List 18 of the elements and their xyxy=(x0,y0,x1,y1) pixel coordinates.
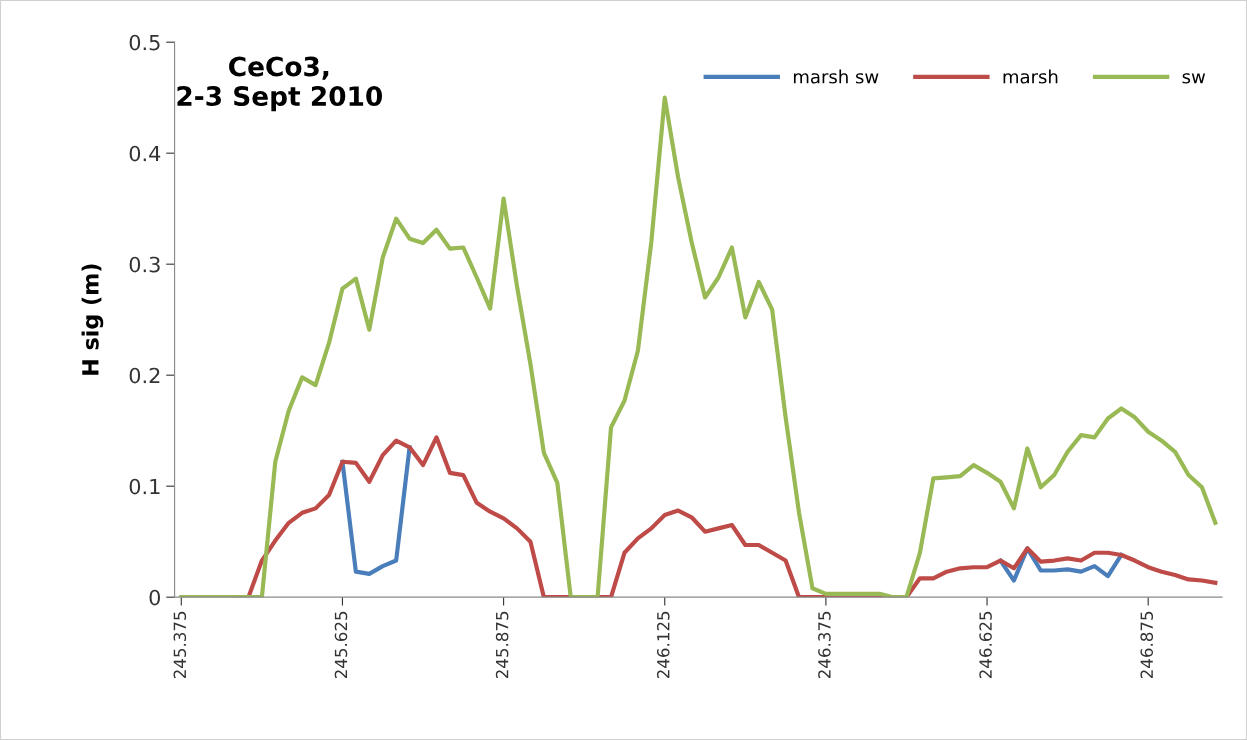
legend-label: sw xyxy=(1182,73,1206,84)
x-tick-label: 245.875 xyxy=(495,611,509,679)
y-tick-label: 0.4 xyxy=(129,145,161,162)
x-tick-label: 246.125 xyxy=(656,611,670,679)
legend-label: marsh xyxy=(1003,69,1058,84)
y-tick-label: 0.2 xyxy=(129,367,160,384)
y-axis-title: H sig (m) xyxy=(81,264,104,375)
x-tick-label: 245.625 xyxy=(334,611,348,679)
y-tick-label: 0 xyxy=(149,589,160,606)
x-tick-label: 245.375 xyxy=(173,611,187,679)
y-tick-label: 0.5 xyxy=(129,34,160,51)
x-tick-label: 246.625 xyxy=(979,611,992,679)
legend-label: marsh sw xyxy=(793,69,879,84)
y-tick-label: 0.1 xyxy=(129,478,160,495)
x-tick-label: 246.875 xyxy=(1140,611,1154,679)
text: CeCo3, 2-3 Sept 2010 xyxy=(177,56,383,112)
y-tick-label: 0.3 xyxy=(129,256,160,273)
x-tick-label: 246.375 xyxy=(818,611,831,679)
